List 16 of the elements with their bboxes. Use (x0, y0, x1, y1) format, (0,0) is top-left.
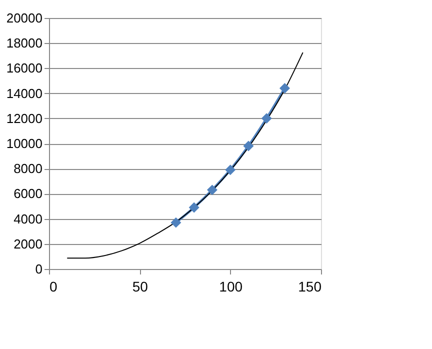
x-tick-label: 0 (50, 278, 58, 294)
y-tick-label: 4000 (14, 211, 42, 226)
x-tick-label: 150 (298, 278, 322, 294)
x-tick-label: 100 (219, 278, 243, 294)
y-tick-label: 10000 (6, 136, 42, 151)
y-tick-label: 2000 (14, 236, 42, 252)
y-tick-label: 20000 (6, 10, 42, 26)
x-tick-label: 50 (132, 278, 148, 294)
line-series (66, 52, 304, 259)
y-tick-label: 18000 (6, 36, 42, 51)
y-tick-label: 0 (35, 262, 42, 276)
y-tick-label: 6000 (14, 186, 42, 202)
y-tick-label: 12000 (6, 110, 42, 126)
y-tick-label: 16000 (6, 60, 42, 76)
y-tick-label: 8000 (14, 161, 42, 176)
y-tick-label: 14000 (6, 86, 42, 101)
